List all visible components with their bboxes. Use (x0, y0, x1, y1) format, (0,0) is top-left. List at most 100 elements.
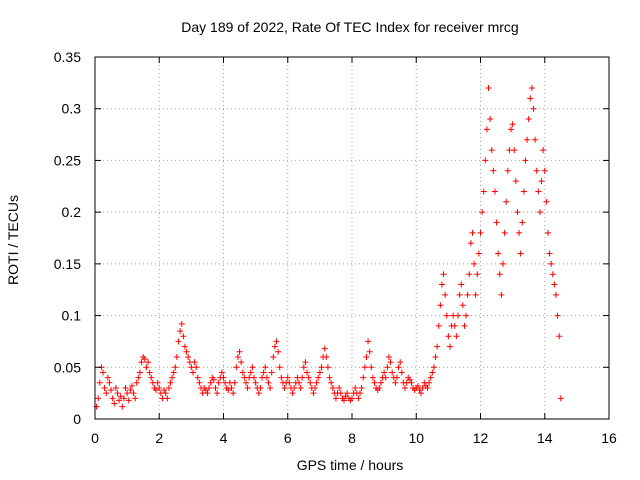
data-point (161, 387, 168, 394)
data-point (451, 322, 458, 329)
data-point (376, 384, 383, 391)
data-point (475, 250, 482, 257)
data-point (463, 312, 470, 319)
data-point (491, 188, 498, 195)
data-point (387, 359, 394, 366)
data-point (302, 359, 309, 366)
data-point (340, 397, 347, 404)
data-point (532, 136, 539, 143)
data-point (289, 390, 296, 397)
data-point (130, 390, 137, 397)
data-point (183, 348, 190, 355)
data-point (120, 395, 127, 402)
data-point (524, 136, 531, 143)
data-point (316, 369, 323, 376)
y-tick-label: 0.15 (54, 256, 81, 272)
data-point (321, 345, 328, 352)
data-point (238, 359, 245, 366)
data-point (432, 353, 439, 360)
data-point (382, 374, 389, 381)
data-point (220, 374, 227, 381)
data-point (456, 291, 463, 298)
data-point (196, 379, 203, 386)
data-point (496, 271, 503, 278)
data-point (437, 302, 444, 309)
data-point (329, 384, 336, 391)
data-point (135, 374, 142, 381)
data-point (442, 291, 449, 298)
data-point (170, 369, 177, 376)
data-point (406, 376, 413, 383)
data-point (214, 390, 221, 397)
data-point (357, 390, 364, 397)
data-point (146, 369, 153, 376)
data-point (418, 390, 425, 397)
data-point (247, 369, 254, 376)
data-point (393, 374, 400, 381)
data-point (228, 384, 235, 391)
data-point (236, 348, 243, 355)
data-point (117, 393, 124, 400)
data-point (485, 85, 492, 92)
y-tick-label: 0.35 (54, 49, 81, 65)
data-point (458, 281, 465, 288)
data-point (328, 379, 335, 386)
data-point (95, 395, 102, 402)
data-point (389, 369, 396, 376)
data-point (244, 384, 251, 391)
chart-title: Day 189 of 2022, Rate Of TEC Index for r… (181, 19, 518, 35)
data-point (315, 374, 322, 381)
data-point (332, 395, 339, 402)
data-point (108, 387, 115, 394)
data-point (466, 271, 473, 278)
grid (95, 57, 609, 419)
data-point (323, 353, 330, 360)
data-point (522, 157, 529, 164)
data-point (395, 364, 402, 371)
data-point (234, 353, 241, 360)
x-axis-label: GPS time / hours (297, 457, 404, 473)
data-point (231, 379, 238, 386)
data-point (271, 343, 278, 350)
data-point (385, 353, 392, 360)
data-point (445, 333, 452, 340)
data-point (535, 188, 542, 195)
data-point (487, 116, 494, 123)
data-point (165, 384, 172, 391)
data-point (313, 379, 320, 386)
data-point (262, 364, 269, 371)
data-point (215, 379, 222, 386)
data-point (193, 364, 200, 371)
data-point (546, 250, 553, 257)
data-point (336, 384, 343, 391)
data-point (430, 364, 437, 371)
data-point (455, 312, 462, 319)
data-point (554, 312, 561, 319)
data-point (363, 353, 370, 360)
data-point (498, 291, 505, 298)
data-point (181, 343, 188, 350)
data-point (178, 320, 185, 327)
data-point (384, 364, 391, 371)
data-point (512, 178, 519, 185)
data-point (469, 229, 476, 236)
data-point (114, 390, 121, 397)
data-point (355, 395, 362, 402)
data-point (488, 147, 495, 154)
data-point (207, 379, 214, 386)
data-point (429, 369, 436, 376)
data-point (103, 390, 110, 397)
data-point (136, 369, 143, 376)
data-point (471, 260, 478, 267)
data-point (284, 374, 291, 381)
data-point (467, 240, 474, 247)
data-point (527, 95, 534, 102)
x-tick-label: 10 (408, 430, 424, 446)
data-point (212, 384, 219, 391)
data-point (156, 384, 163, 391)
data-point (530, 105, 537, 112)
data-point (438, 281, 445, 288)
data-point (225, 387, 232, 394)
data-point (180, 333, 187, 340)
